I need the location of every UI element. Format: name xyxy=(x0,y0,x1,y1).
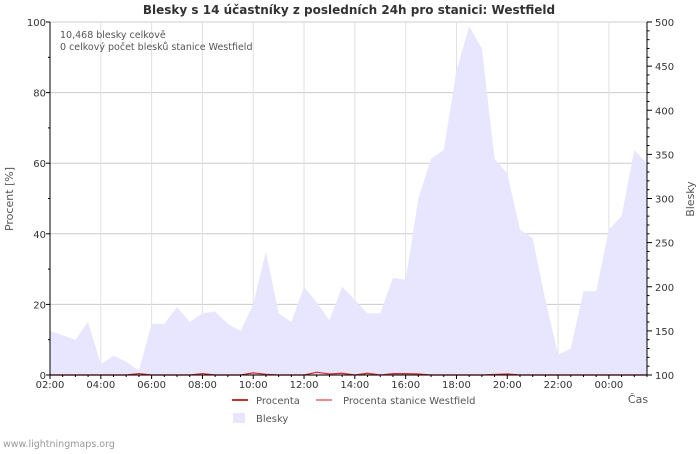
y-left-tick-label: 0 xyxy=(40,371,46,382)
x-tick-label: 06:00 xyxy=(137,380,166,391)
x-tick-label: 18:00 xyxy=(442,380,471,391)
x-tick-label: 12:00 xyxy=(290,380,319,391)
blesky-area-layer xyxy=(50,26,647,375)
legend-item-procenta[interactable]: Procenta xyxy=(232,396,300,407)
y-left-label: Procent [%] xyxy=(3,167,16,231)
y-right-tick-label: 500 xyxy=(655,18,674,29)
y-right-tick-label: 400 xyxy=(655,106,674,117)
legend: Procenta Procenta stanice Westfield Bles… xyxy=(232,396,475,425)
x-tick-labels: 02:00 04:00 06:00 08:00 10:00 12:00 14:00 16:00… xyxy=(36,380,624,391)
x-tick-label: 10:00 xyxy=(239,380,268,391)
annotation-station: 0 celkový počet blesků stanice Westfield xyxy=(60,42,252,53)
x-tick-label: 04:00 xyxy=(86,380,115,391)
y-right-tick-labels: 100 150 200 250 300 350 400 450 500 xyxy=(655,18,674,382)
y-right-tick-label: 250 xyxy=(655,239,674,250)
y-right-label: Blesky xyxy=(684,181,697,217)
x-tick-label: 08:00 xyxy=(188,380,217,391)
y-left-tick-labels: 0 20 40 60 80 100 xyxy=(27,18,46,382)
y-left-tick-label: 40 xyxy=(33,230,46,241)
x-tick-label: 16:00 xyxy=(391,380,420,391)
x-tick-label: 02:00 xyxy=(36,380,65,391)
x-tick-label: 14:00 xyxy=(340,380,369,391)
series-blesky-area xyxy=(50,26,647,375)
y-right-tick-label: 300 xyxy=(655,195,674,206)
legend-item-blesky[interactable]: Blesky xyxy=(233,413,288,425)
plot-area: 02:00 04:00 06:00 08:00 10:00 12:00 14:00 16:00… xyxy=(27,18,674,391)
legend-label-blesky: Blesky xyxy=(256,414,288,425)
y-left-tick-label: 60 xyxy=(33,159,46,170)
axes xyxy=(46,21,652,379)
legend-label-procenta-stanice: Procenta stanice Westfield xyxy=(343,396,475,407)
x-tick-label: 22:00 xyxy=(544,380,573,391)
legend-label-procenta: Procenta xyxy=(256,396,300,407)
y-right-tick-label: 350 xyxy=(655,150,674,161)
footer-credit[interactable]: www.lightningmaps.org xyxy=(3,439,115,450)
y-right-tick-label: 450 xyxy=(655,62,674,73)
y-right-tick-label: 150 xyxy=(655,327,674,338)
y-left-tick-label: 100 xyxy=(27,18,46,29)
y-left-tick-label: 20 xyxy=(33,300,46,311)
y-right-tick-label: 200 xyxy=(655,283,674,294)
chart-title: Blesky s 14 účastníky z posledních 24h p… xyxy=(143,3,555,17)
y-left-tick-label: 80 xyxy=(33,89,46,100)
y-right-tick-label: 100 xyxy=(655,371,674,382)
annotation-total: 10,468 blesky celkově xyxy=(60,30,166,41)
legend-item-procenta-stanice[interactable]: Procenta stanice Westfield xyxy=(316,396,475,407)
x-axis-label: Čas xyxy=(628,393,648,406)
x-tick-label: 00:00 xyxy=(594,380,623,391)
legend-swatch-blesky xyxy=(233,413,245,423)
x-tick-label: 20:00 xyxy=(493,380,522,391)
